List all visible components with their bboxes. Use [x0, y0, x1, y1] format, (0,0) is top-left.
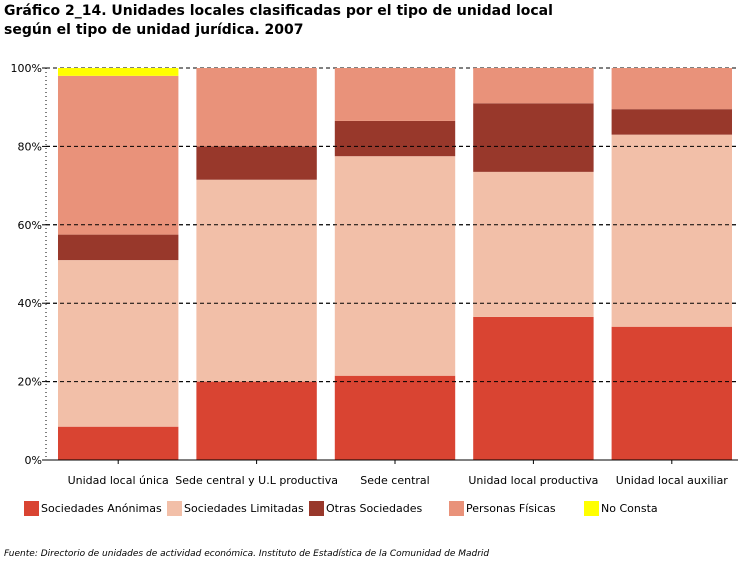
bar-segment — [611, 134, 733, 327]
bar-segment — [611, 326, 733, 460]
legend-item: No Consta — [584, 497, 658, 519]
bar-segment — [473, 316, 594, 460]
bar-segment — [57, 75, 179, 235]
chart-legend: Sociedades Anónimas Sociedades Limitadas O… — [24, 497, 744, 521]
bar-segment — [611, 68, 733, 110]
bar-segment — [196, 179, 317, 382]
bar-segment — [196, 146, 317, 180]
legend-label: Personas Físicas — [466, 501, 556, 515]
y-tick-label: 60% — [18, 219, 42, 232]
bar-segment — [473, 103, 594, 172]
legend-swatch — [449, 500, 464, 516]
bar-segment — [57, 68, 179, 76]
x-tick-label: Sede central y U.L productiva — [175, 474, 338, 487]
bar-segment — [57, 234, 179, 261]
legend-swatch — [24, 500, 39, 516]
x-tick-label: Sede central — [360, 474, 429, 487]
legend-swatch — [309, 500, 324, 516]
bar-segment — [57, 426, 179, 460]
chart-title-line-1: Gráfico 2_14. Unidades locales clasifica… — [4, 3, 553, 19]
bar-segment — [334, 68, 456, 121]
legend-swatch — [167, 500, 182, 516]
bar-segment — [334, 375, 456, 460]
legend-label: Sociedades Anónimas — [41, 501, 162, 515]
chart-title-line-2: según el tipo de unidad jurídica. 2007 — [4, 22, 304, 38]
y-tick-label: 100% — [11, 62, 42, 75]
bar-segment — [196, 68, 317, 147]
legend-label: Otras Sociedades — [326, 501, 423, 515]
stacked-bar-chart: 0% 20% 40% 60% 80% 100% Unidad local única Sede… — [11, 62, 738, 487]
source-note: Fuente: Directorio de unidades de activi… — [4, 549, 490, 559]
legend-item: Sociedades Anónimas — [24, 497, 162, 519]
y-tick-label: 20% — [18, 376, 42, 389]
x-tick-label: Unidad local productiva — [468, 474, 598, 487]
chart-title: Gráfico 2_14. Unidades locales clasifica… — [4, 2, 744, 40]
legend-item: Personas Físicas — [449, 497, 556, 519]
y-tick-label: 40% — [18, 297, 42, 310]
y-tick-label: 80% — [18, 140, 42, 153]
bar-segment — [196, 381, 317, 460]
legend-label: Sociedades Limitadas — [184, 501, 304, 515]
bar-segment — [473, 171, 594, 317]
bar-segment — [334, 120, 456, 157]
legend-swatch — [584, 500, 599, 516]
legend-label: No Consta — [601, 501, 658, 515]
x-tick-label: Unidad local auxiliar — [616, 474, 729, 487]
bar-segment — [611, 109, 733, 135]
legend-item: Otras Sociedades — [309, 497, 422, 519]
y-tick-label: 0% — [25, 454, 42, 467]
x-tick-label: Unidad local única — [68, 474, 169, 487]
legend-item: Sociedades Limitadas — [167, 497, 304, 519]
bar-segment — [334, 156, 456, 376]
bar-segment — [473, 68, 594, 104]
bar-segment — [57, 260, 179, 427]
